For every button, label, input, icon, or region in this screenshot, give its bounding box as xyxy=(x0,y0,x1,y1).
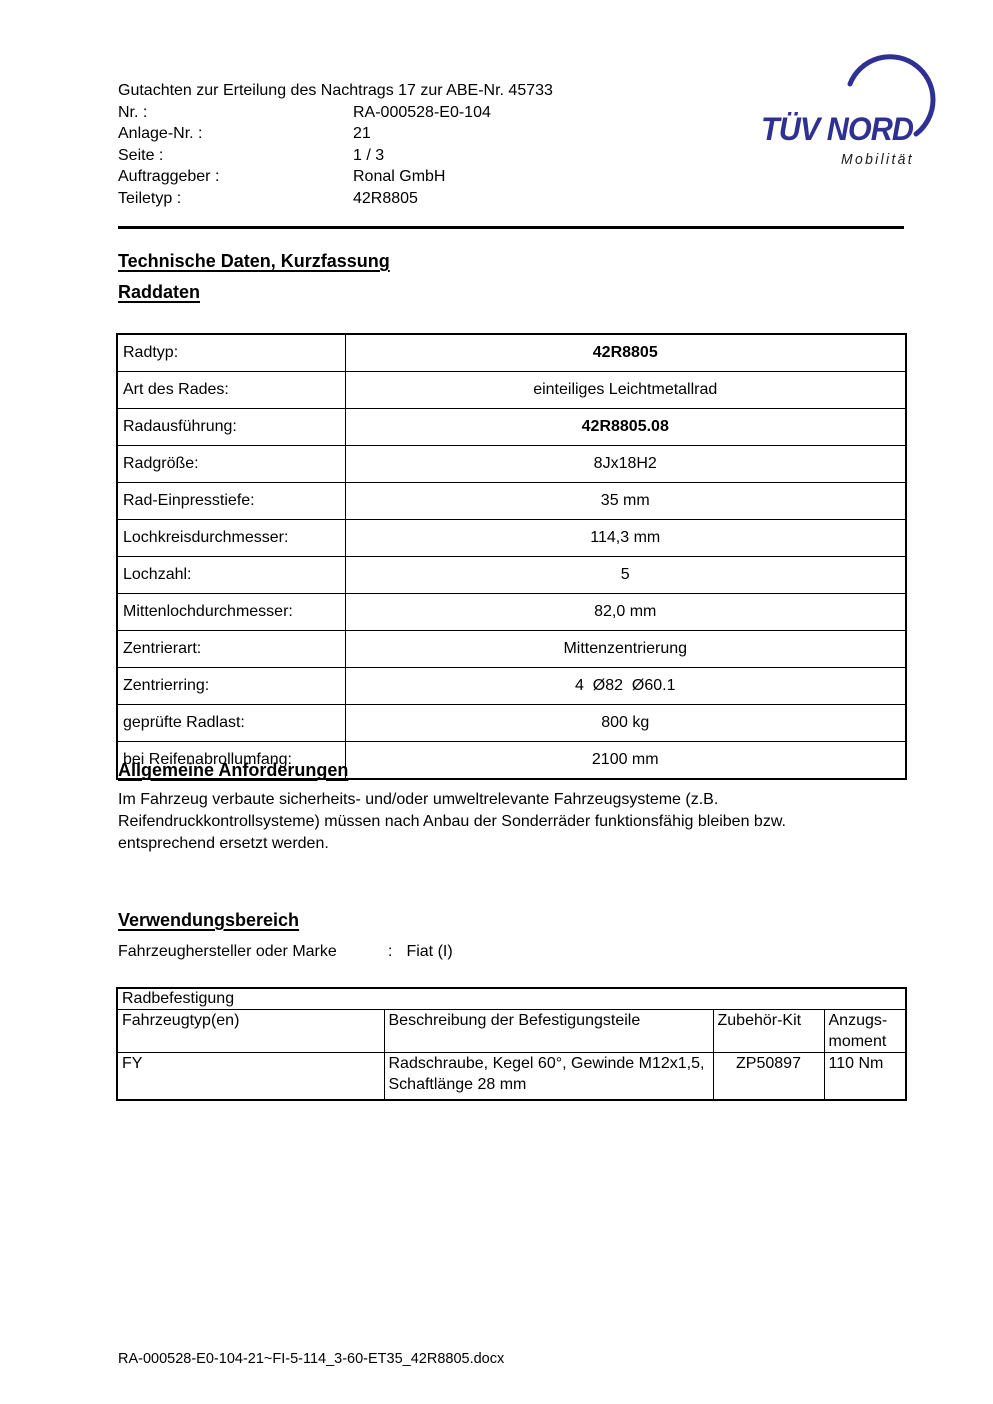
table-row: Mittenlochdurchmesser: 82,0 mm xyxy=(116,593,907,631)
header-field-value: 42R8805 xyxy=(353,189,418,207)
row-label: Zentrierart: xyxy=(116,630,346,668)
table-row: Radtyp: 42R8805 xyxy=(116,333,907,372)
row-label: Lochkreisdurchmesser: xyxy=(116,519,346,557)
header-field-row: Anlage-Nr. : 21 xyxy=(118,123,553,145)
table-row: Lochzahl: 5 xyxy=(116,556,907,594)
row-label: Rad-Einpresstiefe: xyxy=(116,482,346,520)
table-row: Rad-Einpresstiefe: 35 mm xyxy=(116,482,907,520)
raddaten-table: Radtyp: 42R8805 Art des Rades: einteiliges… xyxy=(116,333,907,780)
anzugsmoment-cell: 110 Nm xyxy=(823,1052,907,1101)
radbefestigung-title: Radbefestigung xyxy=(116,987,907,1010)
fahrzeughersteller-value: Fiat (I) xyxy=(406,943,453,960)
column-header: Beschreibung der Befestigungsteile xyxy=(383,1009,714,1053)
table-row: Radgröße: 8Jx18H2 xyxy=(116,445,907,483)
logo-arc-icon xyxy=(847,54,936,137)
row-label: bei Reifenabrollumfang: xyxy=(116,741,346,780)
row-label: Zentrierring: xyxy=(116,667,346,705)
header-field-row: Teiletyp : 42R8805 xyxy=(118,188,553,210)
row-value: 35 mm xyxy=(344,482,907,520)
row-value: 2100 mm xyxy=(344,741,907,780)
document-header: Gutachten zur Erteilung des Nachtrags 17… xyxy=(118,80,553,209)
fahrzeughersteller-label: Fahrzeughersteller oder Marke xyxy=(118,943,337,960)
table-row: Lochkreisdurchmesser: 114,3 mm xyxy=(116,519,907,557)
logo-tagline-text: Mobilität xyxy=(841,151,914,168)
row-label: geprüfte Radlast: xyxy=(116,704,346,742)
header-field-label: Teiletyp : xyxy=(118,189,182,207)
column-header: Zubehör-Kit xyxy=(712,1009,825,1053)
header-field-label: Seite : xyxy=(118,146,164,164)
row-value: einteiliges Leichtmetallrad xyxy=(344,371,907,409)
row-label: Radausführung: xyxy=(116,408,346,446)
row-label: Radtyp: xyxy=(116,333,346,372)
header-field-label: Anlage-Nr. : xyxy=(118,125,203,142)
column-header: Fahrzeugtyp(en) xyxy=(116,1009,385,1053)
zubehoer-kit-cell: ZP50897 xyxy=(712,1052,825,1101)
row-label: Radgröße: xyxy=(116,445,346,483)
row-label: Mittenlochdurchmesser: xyxy=(116,593,346,631)
table-row: geprüfte Radlast: 800 kg xyxy=(116,704,907,742)
header-field-value: 1 / 3 xyxy=(353,146,385,164)
table-header-row: Fahrzeugtyp(en) Beschreibung der Befesti… xyxy=(116,1009,907,1053)
header-field-row: Nr. : RA-000528-E0-104 xyxy=(118,102,553,124)
header-field-value: Ronal GmbH xyxy=(353,168,446,185)
table-row: bei Reifenabrollumfang: 2100 mm xyxy=(116,741,907,780)
logo-brand-text: TÜV NORD xyxy=(761,111,914,147)
header-field-label: Nr. : xyxy=(118,103,148,121)
document-title: Gutachten zur Erteilung des Nachtrags 17… xyxy=(118,82,553,99)
row-value: 42R8805.08 xyxy=(344,408,907,446)
column-header: Anzugs-moment xyxy=(823,1009,907,1053)
row-value: 82,0 mm xyxy=(344,593,907,631)
row-label: Lochzahl: xyxy=(116,556,346,594)
fahrzeughersteller-colon: : xyxy=(388,943,393,960)
header-divider xyxy=(118,226,904,229)
row-value: 42R8805 xyxy=(344,333,907,372)
row-value: 800 kg xyxy=(344,704,907,742)
header-field-row: Auftraggeber : Ronal GmbH xyxy=(118,166,553,188)
section-heading-verwendungsbereich: Verwendungsbereich xyxy=(118,910,300,930)
row-label: Art des Rades: xyxy=(116,371,346,409)
table-row: Radausführung: 42R8805.08 xyxy=(116,408,907,446)
section-heading-allgemeine-anforderungen: Allgemeine Anforderungen xyxy=(118,760,349,780)
table-row: FY Radschraube, Kegel 60°, Gewinde M12x1… xyxy=(116,1052,907,1101)
header-field-label: Auftraggeber : xyxy=(118,168,220,185)
tuev-nord-logo: TÜV NORD Mobilität xyxy=(761,54,936,168)
header-field-row: Seite : 1 / 3 xyxy=(118,145,553,167)
section-heading-technische-daten: Technische Daten, Kurzfassung xyxy=(118,251,390,271)
allgemeine-anforderungen-paragraph: Im Fahrzeug verbaute sicherheits- und/od… xyxy=(118,791,786,852)
fahrzeughersteller-line: Fahrzeughersteller oder Marke: Fiat (I) xyxy=(118,943,453,961)
row-value: 4 Ø82 Ø60.1 xyxy=(344,667,907,705)
row-value: 5 xyxy=(344,556,907,594)
header-field-value: 21 xyxy=(353,125,371,142)
header-field-value: RA-000528-E0-104 xyxy=(353,103,491,121)
row-value: Mittenzentrierung xyxy=(344,630,907,668)
row-value: 8Jx18H2 xyxy=(344,445,907,483)
table-row: Zentrierring: 4 Ø82 Ø60.1 xyxy=(116,667,907,705)
section-heading-raddaten: Raddaten xyxy=(118,282,201,302)
beschreibung-cell: Radschraube, Kegel 60°, Gewinde M12x1,5,… xyxy=(383,1052,714,1101)
fahrzeugtyp-cell: FY xyxy=(116,1052,385,1101)
radbefestigung-table: Radbefestigung Fahrzeugtyp(en) Beschreib… xyxy=(116,987,908,1101)
row-value: 114,3 mm xyxy=(344,519,907,557)
table-row: Art des Rades: einteiliges Leichtmetallra… xyxy=(116,371,907,409)
table-title-row: Radbefestigung xyxy=(116,987,907,1010)
table-row: Zentrierart: Mittenzentrierung xyxy=(116,630,907,668)
footer-filename: RA-000528-E0-104-21~FI-5-114_3-60-ET35_4… xyxy=(118,1351,505,1367)
